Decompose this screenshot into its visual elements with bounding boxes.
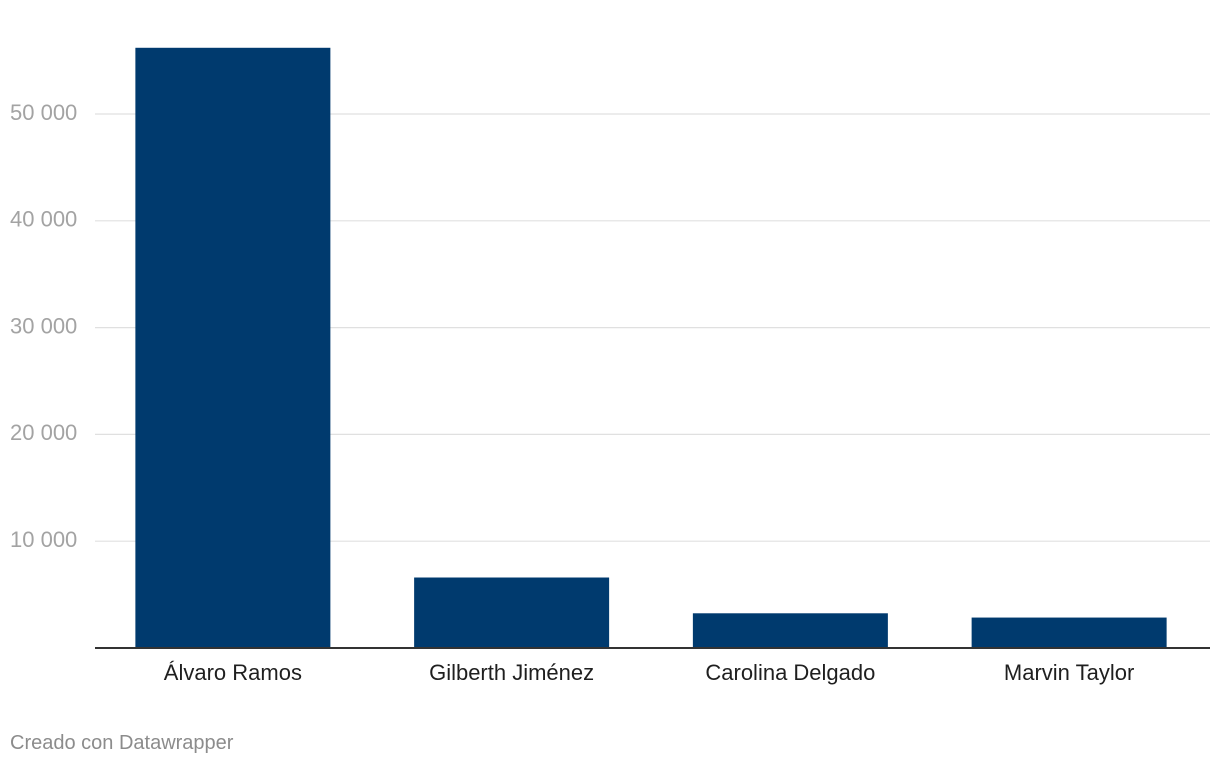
- y-tick-label: 50 000: [10, 100, 77, 125]
- bar: [135, 47, 331, 649]
- bars: [135, 47, 1167, 649]
- x-axis-labels: Álvaro Ramos Gilberth Jiménez Carolina Del…: [164, 660, 1135, 685]
- bar-chart: 10 000 20 000 30 000 40 000 50 000 Álvaro Ra…: [10, 47, 1210, 685]
- y-tick-label: 20 000: [10, 420, 77, 445]
- x-tick-label: Carolina Delgado: [705, 660, 875, 685]
- bar: [971, 617, 1167, 648]
- x-tick-label: Marvin Taylor: [1004, 660, 1134, 685]
- bar: [414, 577, 610, 648]
- y-tick-label: 10 000: [10, 527, 77, 552]
- y-tick-label: 30 000: [10, 313, 77, 338]
- y-axis-ticks: 10 000 20 000 30 000 40 000 50 000: [10, 100, 77, 552]
- footer-credit: Creado con Datawrapper: [10, 732, 234, 754]
- y-tick-label: 40 000: [10, 207, 77, 232]
- x-tick-label: Álvaro Ramos: [164, 660, 302, 685]
- x-tick-label: Gilberth Jiménez: [429, 660, 594, 685]
- bar: [692, 613, 888, 648]
